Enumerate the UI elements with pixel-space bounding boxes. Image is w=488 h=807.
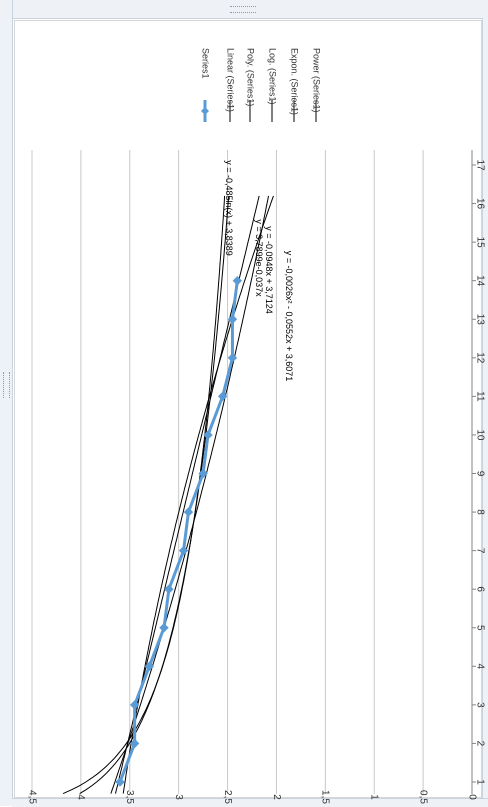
category-tick-label: 7 [474,548,485,554]
trendlines [62,195,274,795]
series1-point [115,777,125,787]
chart-area [14,20,482,798]
series1-point [183,507,194,517]
value-tick-label: 0 [466,794,477,800]
series1-point [129,700,140,710]
legend: Series1 Linear (Series1) Poly. (Series1) Lo… [201,48,322,122]
category-tick-label: 1 [474,779,485,785]
category-tick-label: 12 [474,352,485,364]
legend-label: Log. (Series1) [268,48,278,105]
category-tick-label: 15 [474,237,485,249]
category-tick-label: 10 [474,429,485,441]
series1 [115,275,243,787]
series1-point [198,468,208,479]
category-tick-label: 14 [474,275,485,287]
legend-label: Poly. (Series1) [246,48,256,106]
trendline-power [62,195,226,795]
value-tick-label: 3 [173,794,184,800]
window-right-edge [482,18,488,798]
trend-equation-label: y = -0,0948x + 3,7124 [264,226,274,314]
series1-point [232,275,243,286]
category-tick-label: 16 [474,198,485,210]
window-bottom-edge [12,798,488,807]
series1-line [118,280,239,783]
resize-grip-left-icon[interactable] [3,372,10,398]
value-tick-label: 1 [369,794,380,800]
category-tick-label: 11 [474,391,485,402]
value-tick-label: 0,5 [417,790,428,804]
series1-point [159,623,169,633]
value-tick-label: 4,5 [26,790,37,804]
gridlines [31,150,473,794]
series1-point [227,314,238,324]
value-tick-label: 3,5 [124,790,135,804]
legend-marker-series1 [201,107,209,115]
trendline-expon. [110,195,269,794]
value-tick-label: 1,5 [320,790,331,804]
category-tick-label: 8 [474,509,485,515]
legend-label: Linear (Series1) [226,48,236,112]
category-tick-label: 9 [474,471,485,477]
legend-label: Power (Series1) [312,48,322,113]
value-tick-label: 4 [75,794,86,800]
window-top-edge [12,0,488,19]
category-tick-label: 13 [474,314,485,326]
legend-label: Series1 [201,48,211,79]
category-tick-label: 17 [474,159,485,171]
trend-equations: y = -0,485ln(x) + 3,8389 y = 3,7899e-0,03… [224,160,294,381]
legend-label: Expon. (Series1) [290,48,300,115]
category-tick-label: 2 [474,741,485,747]
value-tick-label: 2 [271,794,282,800]
series1-point [144,661,155,672]
category-tick-label: 3 [474,702,485,708]
value-tick-labels: 0 0,5 1 1,5 2 2,5 3 3,5 4 4,5 [26,790,477,804]
series1-point [178,545,189,556]
category-tick-label: 5 [474,625,485,631]
trend-equation-label: y = -0,0026x² - 0,0552x + 3,6071 [284,251,294,382]
category-tick-label: 4 [474,664,485,670]
series1-point [217,391,228,402]
trend-equation-label: y = 3,7899e-0,037x [254,219,264,297]
series1-point [227,353,238,363]
series1-point [203,430,213,440]
resize-grip-top-icon[interactable] [230,6,256,13]
trendline-log. [79,195,230,795]
category-tick-label: 6 [474,586,485,592]
window-left-edge [0,0,13,806]
series1-point [164,584,174,594]
trend-equation-label: y = -0,485ln(x) + 3,8389 [224,160,234,256]
trendline-poly. [122,195,274,794]
series1-point [129,738,140,749]
value-tick-label: 2,5 [222,790,233,804]
